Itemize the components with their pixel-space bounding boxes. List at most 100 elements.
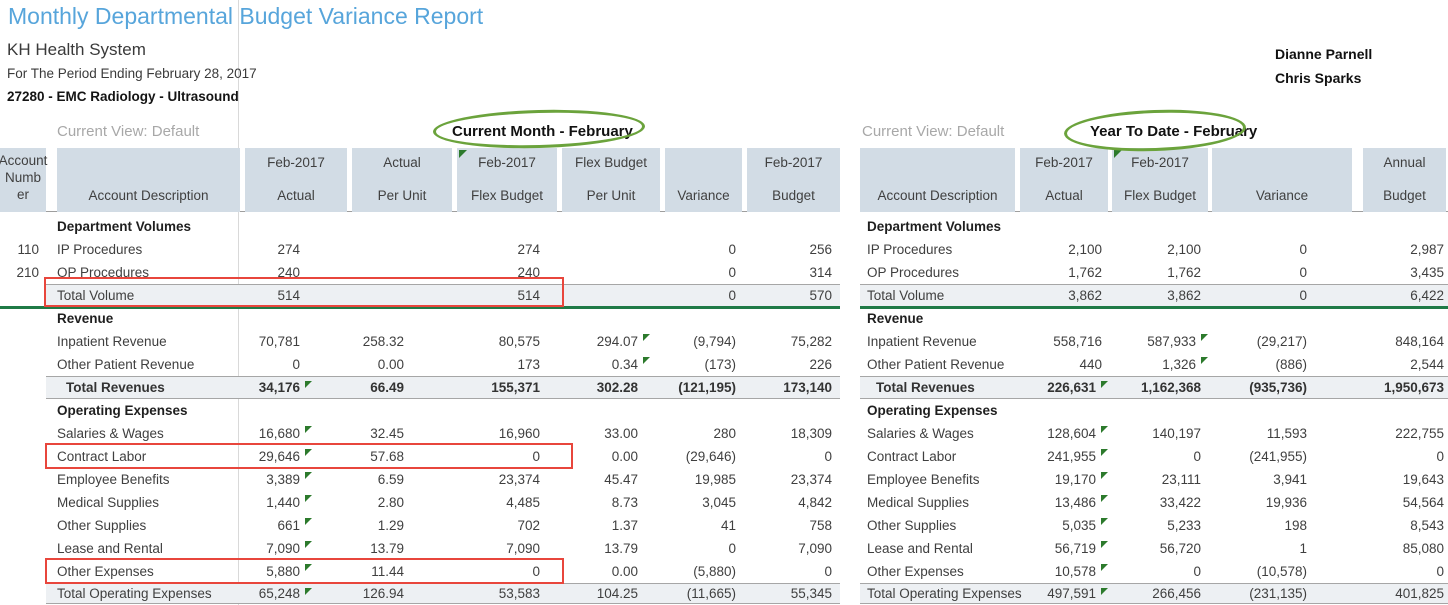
value-cell[interactable]: 29,646 — [240, 445, 347, 468]
value-cell[interactable]: 7,090 — [240, 537, 347, 560]
value-cell[interactable]: 56,719 — [1015, 537, 1108, 560]
value-cell[interactable]: (935,736) — [1249, 380, 1307, 395]
account-description-cell[interactable]: Salaries & Wages — [57, 426, 164, 441]
value-cell[interactable]: 226 — [809, 357, 832, 372]
account-description-cell[interactable]: Contract Labor — [57, 449, 147, 464]
value-cell[interactable]: 173 — [517, 357, 540, 372]
value-cell[interactable]: 241,955 — [1015, 445, 1108, 468]
account-description-cell[interactable]: Salaries & Wages — [867, 426, 974, 441]
column-header-feb-2017-budget[interactable]: Feb-2017 Budget — [747, 148, 840, 212]
account-description-cell[interactable]: OP Procedures — [57, 265, 150, 280]
account-number-cell[interactable] — [0, 399, 46, 422]
account-description-cell[interactable]: IP Procedures — [57, 242, 143, 257]
value-cell[interactable]: 0 — [824, 564, 832, 579]
value-cell[interactable]: 0.34 — [557, 353, 660, 376]
value-cell[interactable]: 1 — [1299, 541, 1307, 556]
account-description-cell[interactable]: Total Operating Expenses — [57, 586, 212, 601]
account-number-cell[interactable] — [0, 560, 46, 583]
value-cell[interactable]: 57.68 — [370, 449, 404, 464]
value-cell[interactable]: 7,090 — [506, 541, 540, 556]
account-number-cell[interactable] — [0, 468, 46, 491]
value-cell[interactable]: 570 — [809, 288, 832, 303]
value-cell[interactable]: 258.32 — [362, 334, 404, 349]
value-cell[interactable]: 0 — [1193, 449, 1201, 464]
value-cell[interactable]: 8,543 — [1410, 518, 1444, 533]
column-header-feb-2017-actual[interactable]: Feb-2017 Actual — [1020, 148, 1108, 212]
value-cell[interactable]: 1,162,368 — [1140, 380, 1201, 395]
value-cell[interactable]: 128,604 — [1015, 422, 1108, 445]
value-cell[interactable]: 314 — [809, 265, 832, 280]
value-cell[interactable]: 3,389 — [240, 468, 347, 491]
value-cell[interactable]: 16,960 — [498, 426, 540, 441]
value-cell[interactable]: 0 — [728, 541, 736, 556]
value-cell[interactable]: (121,195) — [678, 380, 736, 395]
account-description-cell[interactable]: Lease and Rental — [57, 541, 163, 556]
account-description-cell[interactable]: Lease and Rental — [867, 541, 973, 556]
value-cell[interactable]: 19,170 — [1015, 468, 1108, 491]
account-number-cell[interactable] — [0, 491, 46, 514]
account-description-cell[interactable]: Total Revenues — [66, 380, 165, 395]
account-description-cell[interactable]: Department Volumes — [57, 219, 192, 234]
value-cell[interactable]: 5,035 — [1015, 514, 1108, 537]
value-cell[interactable]: 0 — [532, 564, 540, 579]
value-cell[interactable]: 1,440 — [240, 491, 347, 514]
account-description-cell[interactable]: Other Supplies — [57, 518, 147, 533]
value-cell[interactable]: (10,578) — [1256, 564, 1307, 579]
account-number-cell[interactable] — [0, 307, 46, 330]
value-cell[interactable]: 2,544 — [1410, 357, 1444, 372]
value-cell[interactable]: 497,591 — [1015, 584, 1108, 603]
value-cell[interactable]: 4,842 — [798, 495, 832, 510]
value-cell[interactable]: 1,950,673 — [1383, 380, 1444, 395]
value-cell[interactable]: 198 — [1284, 518, 1307, 533]
value-cell[interactable]: 2,100 — [1167, 242, 1201, 257]
account-number-cell[interactable] — [0, 445, 46, 468]
account-description-cell[interactable]: Revenue — [57, 311, 114, 326]
value-cell[interactable]: 848,164 — [1395, 334, 1444, 349]
value-cell[interactable]: 302.28 — [596, 380, 638, 395]
value-cell[interactable]: 11,593 — [1266, 426, 1307, 441]
column-header-variance[interactable]: Variance — [1212, 148, 1352, 212]
value-cell[interactable]: (886) — [1275, 357, 1307, 372]
value-cell[interactable]: 55,345 — [790, 586, 832, 601]
value-cell[interactable]: 1,326 — [1108, 353, 1208, 376]
value-cell[interactable]: 3,435 — [1410, 265, 1444, 280]
value-cell[interactable]: 0 — [292, 357, 300, 372]
account-number-cell[interactable]: 110 — [17, 242, 39, 257]
value-cell[interactable]: 401,825 — [1395, 586, 1444, 601]
account-description-cell[interactable]: IP Procedures — [867, 242, 953, 257]
account-description-cell[interactable]: Total Volume — [57, 288, 135, 303]
value-cell[interactable]: 0.00 — [611, 449, 638, 464]
value-cell[interactable]: 11.44 — [371, 564, 404, 579]
value-cell[interactable]: 0 — [1193, 564, 1201, 579]
value-cell[interactable] — [557, 238, 660, 261]
value-cell[interactable]: 0.00 — [611, 564, 638, 579]
value-cell[interactable]: 33.00 — [604, 426, 638, 441]
column-header-annual-budget[interactable]: Annual Budget — [1363, 148, 1446, 212]
value-cell[interactable]: 4,485 — [506, 495, 540, 510]
value-cell[interactable]: 1.29 — [377, 518, 404, 533]
column-header-account-numb-er[interactable]: Account Numb er — [0, 148, 47, 212]
value-cell[interactable]: (29,646) — [685, 449, 736, 464]
value-cell[interactable]: 280 — [713, 426, 736, 441]
value-cell[interactable]: 41 — [720, 518, 736, 533]
value-cell[interactable]: 13.79 — [604, 541, 638, 556]
value-cell[interactable]: 0 — [1436, 449, 1444, 464]
account-description-cell[interactable]: Inpatient Revenue — [57, 334, 167, 349]
value-cell[interactable]: 7,090 — [798, 541, 832, 556]
column-header-account-description[interactable]: Account Description — [57, 148, 240, 212]
value-cell[interactable]: 85,080 — [1402, 541, 1444, 556]
value-cell[interactable]: (5,880) — [693, 564, 736, 579]
value-cell[interactable]: 18,309 — [790, 426, 832, 441]
account-description-cell[interactable]: Total Operating Expenses — [867, 586, 1022, 601]
value-cell[interactable] — [557, 261, 660, 284]
account-description-cell[interactable]: Revenue — [867, 311, 924, 326]
value-cell[interactable]: 0 — [1436, 564, 1444, 579]
value-cell[interactable]: 56,720 — [1159, 541, 1201, 556]
value-cell[interactable]: (9,794) — [693, 334, 736, 349]
column-header-variance[interactable]: Variance — [665, 148, 742, 212]
account-number-cell[interactable] — [0, 537, 46, 560]
current-view-label-left[interactable]: Current View: Default — [57, 123, 200, 140]
account-description-cell[interactable]: Other Patient Revenue — [57, 357, 195, 372]
value-cell[interactable]: 702 — [517, 518, 540, 533]
value-cell[interactable]: 514 — [517, 288, 540, 303]
